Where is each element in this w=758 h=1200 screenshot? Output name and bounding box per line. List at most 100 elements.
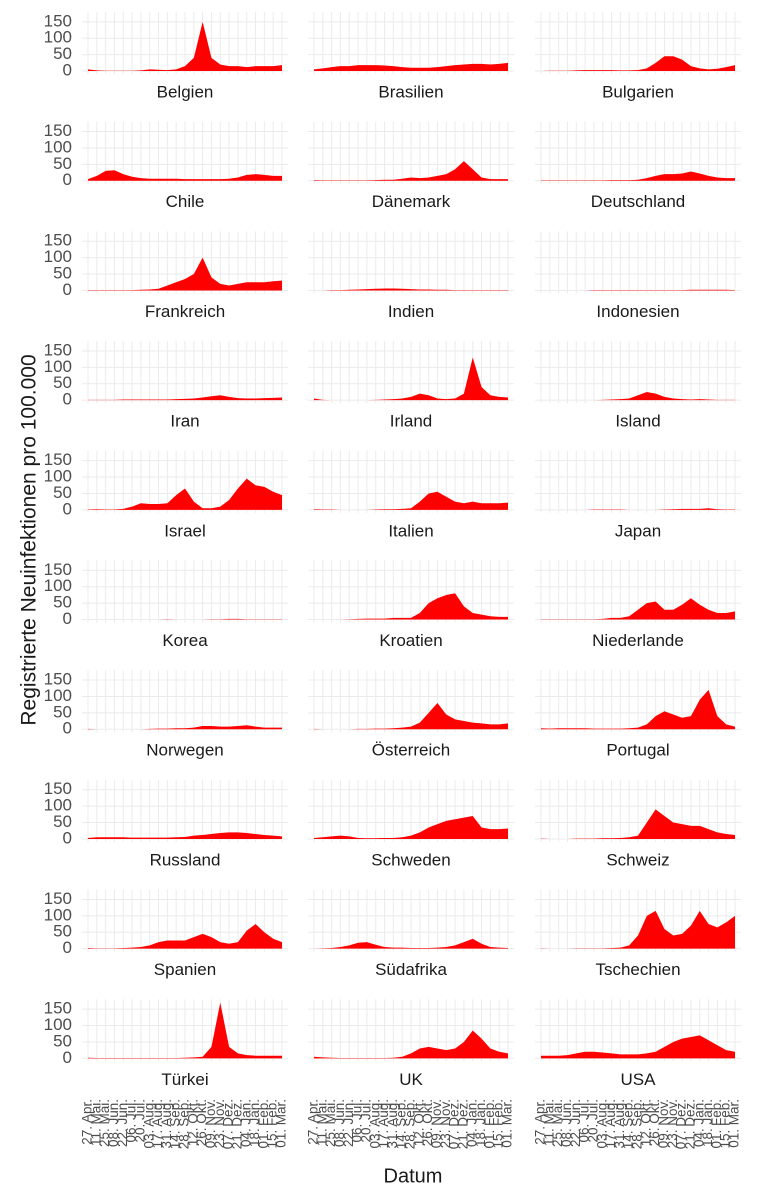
x-tick-label: 31. Aug. — [612, 1099, 627, 1149]
area — [88, 257, 282, 291]
area — [314, 288, 508, 291]
x-tick-label: 23. Nov. — [438, 1099, 453, 1148]
y-tick-label: 150 — [44, 779, 72, 798]
x-tick-label: 17. Aug. — [603, 1099, 618, 1149]
x-tick-label: 17. Aug. — [150, 1099, 165, 1149]
y-tick-label: 100 — [44, 905, 72, 924]
x-tick-label: 01. Feb. — [709, 1099, 724, 1149]
panel-title: Tschechien — [595, 960, 680, 979]
x-tick-label: 01. Mar. — [727, 1099, 742, 1148]
y-tick-label: 150 — [44, 450, 72, 469]
panel-title: UK — [399, 1070, 423, 1089]
x-tick-label: 18. Jan. — [700, 1099, 715, 1147]
panel-title: Schweden — [371, 850, 450, 869]
area — [314, 1030, 508, 1059]
x-tick-label: 12. Okt. — [638, 1099, 653, 1146]
y-tick-label: 50 — [53, 593, 72, 612]
panel-title: Chile — [166, 192, 205, 211]
area — [541, 508, 735, 510]
x-tick-label: 06. Jul. — [577, 1099, 592, 1143]
y-tick-label: 150 — [44, 889, 72, 908]
x-tick-label: 22. Jun. — [568, 1099, 583, 1147]
area — [88, 924, 282, 949]
panel-title: Norwegen — [146, 741, 224, 760]
area — [541, 391, 735, 401]
x-axis-title: Datum — [384, 1165, 443, 1187]
panel-title: Südafrika — [375, 960, 447, 979]
x-tick-label: 11. Mai. — [88, 1099, 103, 1146]
x-tick-label: 03. Aug. — [141, 1099, 156, 1149]
panel-title: Russland — [150, 850, 221, 869]
panel-title: Korea — [162, 631, 208, 650]
area — [88, 832, 282, 839]
panel-title: Iran — [170, 412, 199, 431]
x-tick-label: 15. Feb. — [491, 1099, 506, 1149]
x-tick-label: 14. Sep. — [621, 1099, 636, 1149]
x-tick-label: 25. Mai. — [323, 1099, 338, 1147]
x-tick-label: 27. Apr. — [80, 1099, 95, 1145]
x-tick-label: 15. Feb. — [265, 1099, 280, 1149]
panel-title: Österreich — [372, 741, 450, 760]
x-tick-label: 28. Sep. — [630, 1099, 645, 1149]
panel-title: Schweiz — [606, 850, 669, 869]
x-tick-label: 09. Nov. — [429, 1099, 444, 1148]
x-tick-label: 04. Jan. — [464, 1099, 479, 1147]
area — [314, 491, 508, 510]
x-tick-label: 08. Jun. — [559, 1099, 574, 1147]
x-tick-label: 17. Aug. — [376, 1099, 391, 1149]
area — [88, 618, 282, 620]
y-tick-label: 0 — [63, 609, 72, 628]
y-tick-label: 100 — [44, 137, 72, 156]
x-tick-label: 07. Dez. — [221, 1099, 236, 1149]
area — [314, 593, 508, 620]
x-tick-label: 20. Jul. — [585, 1099, 600, 1143]
area — [541, 910, 735, 949]
panel-title: Belgien — [157, 82, 214, 101]
x-tick-label: 07. Dez. — [674, 1099, 689, 1149]
x-tick-label: 06. Jul. — [350, 1099, 365, 1143]
y-tick-label: 150 — [44, 999, 72, 1018]
y-tick-label: 150 — [44, 560, 72, 579]
x-tick-label: 03. Aug. — [367, 1099, 382, 1149]
area — [314, 815, 508, 839]
y-tick-label: 0 — [63, 1048, 72, 1067]
x-tick-label: 31. Aug. — [159, 1099, 174, 1149]
y-tick-label: 100 — [44, 28, 72, 47]
area — [541, 689, 735, 730]
area — [541, 289, 735, 291]
x-tick-label: 12. Okt. — [185, 1099, 200, 1146]
y-tick-label: 100 — [44, 467, 72, 486]
y-tick-label: 50 — [53, 922, 72, 941]
x-tick-label: 20. Jul. — [132, 1099, 147, 1143]
x-tick-label: 04. Jan. — [691, 1099, 706, 1147]
panel-title: Israel — [164, 521, 206, 540]
y-tick-label: 50 — [53, 812, 72, 831]
y-tick-label: 50 — [53, 1031, 72, 1050]
x-tick-label: 25. Mai. — [550, 1099, 565, 1147]
x-tick-label: 14. Sep. — [168, 1099, 183, 1149]
area — [88, 395, 282, 401]
x-tick-label: 08. Jun. — [332, 1099, 347, 1147]
y-tick-label: 50 — [53, 154, 72, 173]
x-tick-label: 21. Dez. — [229, 1099, 244, 1149]
area — [541, 809, 735, 839]
x-tick-label: 22. Jun. — [341, 1099, 356, 1147]
y-tick-label: 0 — [63, 828, 72, 847]
y-tick-label: 0 — [63, 938, 72, 957]
x-tick-label: 23. Nov. — [665, 1099, 680, 1148]
panel-title: Irland — [390, 412, 433, 431]
x-tick-label: 28. Sep. — [403, 1099, 418, 1149]
x-tick-label: 28. Sep. — [177, 1099, 192, 1149]
y-tick-label: 100 — [44, 1015, 72, 1034]
y-tick-label: 100 — [44, 686, 72, 705]
area — [88, 21, 282, 72]
x-tick-label: 18. Jan. — [247, 1099, 262, 1147]
y-tick-label: 100 — [44, 357, 72, 376]
y-tick-label: 150 — [44, 11, 72, 30]
x-tick-label: 27. Apr. — [533, 1099, 548, 1145]
y-tick-label: 50 — [53, 702, 72, 721]
x-tick-label: 06. Jul. — [124, 1099, 139, 1143]
area — [88, 478, 282, 510]
y-tick-label: 50 — [53, 44, 72, 63]
area — [314, 62, 508, 72]
